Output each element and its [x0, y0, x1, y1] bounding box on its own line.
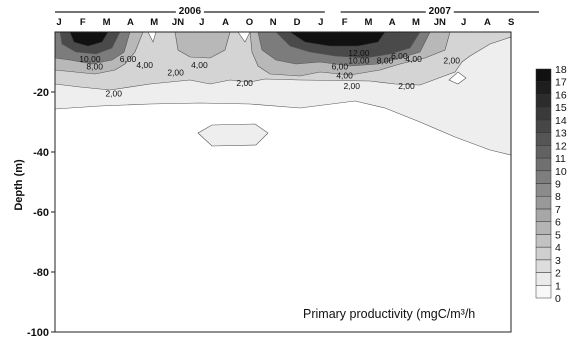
colorbar-label: 5 [555, 229, 561, 241]
contour-label: 2,00 [398, 81, 415, 91]
y-axis-label: Depth (m) [13, 159, 25, 211]
month-label: JN [434, 17, 446, 28]
contour-label: 10,00 [348, 56, 370, 66]
contour-label: 10,00 [79, 54, 101, 64]
colorbar-swatch [535, 106, 552, 121]
contour-label: 8,00 [377, 56, 394, 66]
month-label: JN [172, 17, 184, 28]
contour-label: 2,00 [343, 81, 360, 91]
contour-label: 4,00 [336, 71, 353, 81]
contour-label: 2,00 [167, 68, 184, 78]
band-4 [174, 32, 231, 59]
y-tick-label: -40 [33, 147, 49, 159]
month-label: O [246, 17, 253, 28]
contour-label: 12,00 [348, 48, 370, 58]
contour-label: 2,00 [443, 56, 460, 66]
colorbar-swatch [535, 119, 552, 133]
colorbar-label: 9 [555, 179, 561, 191]
month-label: M [150, 17, 158, 28]
colorbar-swatch [535, 68, 552, 82]
colorbar-swatch [535, 145, 552, 159]
contour-label: 8,00 [86, 62, 103, 72]
year-label: 2007 [429, 6, 452, 17]
colorbar-swatch [535, 132, 552, 146]
colorbar-swatch [535, 246, 552, 261]
colorbar-label: 3 [555, 255, 561, 267]
colorbar-label: 12 [555, 140, 567, 152]
month-label: N [270, 17, 277, 28]
y-tick-label: -60 [33, 207, 49, 219]
colorbar-swatch [535, 94, 552, 108]
colorbar-label: 4 [555, 242, 561, 254]
year-label: 2006 [179, 6, 202, 17]
month-label: A [389, 17, 396, 28]
contour-label: 4,00 [136, 60, 153, 70]
contour-fills [55, 32, 511, 156]
colorbar-label: 10 [555, 166, 567, 178]
month-label: D [294, 17, 301, 28]
x-axis: J F M A M JN J A O N D J F M A M JN J A S 2006 2007 [55, 6, 539, 28]
colorbar-label: 6 [555, 217, 561, 229]
month-label: J [199, 17, 204, 28]
contour-label: 4,00 [405, 54, 422, 64]
colorbar-label: 13 [555, 128, 567, 140]
chart-annotation: Primary productivity (mgC/m³/h [303, 307, 475, 321]
month-label: J [318, 17, 323, 28]
colorbar-swatch [535, 234, 552, 248]
month-label: S [508, 17, 514, 28]
colorbar-swatch [535, 170, 552, 184]
colorbar-label: 0 [555, 293, 561, 305]
month-label: F [342, 17, 348, 28]
contour-label: 2,00 [236, 78, 253, 88]
colorbar-swatch [535, 221, 552, 235]
month-label: A [484, 17, 491, 28]
colorbar-label: 8 [555, 191, 561, 203]
y-tick-label: -20 [33, 87, 49, 99]
contour-label: 6,00 [391, 51, 408, 61]
colorbar-swatch [535, 208, 552, 222]
band-11 [289, 32, 386, 47]
colorbar-swatch [535, 272, 552, 286]
colorbar-swatch [535, 81, 552, 95]
contour-label: 2,00 [105, 89, 122, 99]
month-label: M [364, 17, 372, 28]
band-12 [147, 32, 157, 43]
month-label: A [222, 17, 229, 28]
colorbar-swatch [535, 195, 552, 210]
month-label: J [56, 17, 61, 28]
colorbar-label: 7 [555, 204, 561, 216]
colorbar-swatch [535, 259, 552, 273]
plot-frame [54, 31, 512, 333]
patch-1 [197, 123, 269, 147]
colorbar-label: 14 [555, 115, 567, 127]
colorbar-label: 2 [555, 268, 561, 280]
y-tick-label: -80 [33, 267, 49, 279]
month-label: M [412, 17, 420, 28]
contour-label: 6,00 [332, 62, 349, 72]
colorbar-swatch [535, 157, 552, 172]
colorbar-label: 11 [555, 153, 566, 165]
colorbar-label: 17 [555, 77, 567, 89]
band-13 [237, 32, 251, 43]
contour-label: 6,00 [120, 54, 137, 64]
contour-label: 4,00 [191, 60, 208, 70]
band-10 [69, 32, 109, 47]
colorbar-swatch [535, 183, 552, 197]
y-axis: -20 -40 -60 -80 -100 [27, 87, 55, 337]
colorbar-label: 1 [555, 280, 561, 292]
patch-2 [448, 71, 467, 85]
month-label: J [461, 17, 466, 28]
colorbar-label: 16 [555, 89, 567, 101]
month-label: M [103, 17, 111, 28]
colorbar-label: 18 [555, 64, 567, 76]
contour-labels: 10,008,006,004,002,004,002,002,0012,0010… [79, 48, 460, 99]
y-tick-label: -100 [27, 327, 49, 337]
month-label: A [127, 17, 134, 28]
colorbar-label: 15 [555, 102, 567, 114]
month-label: F [80, 17, 86, 28]
colorbar-swatch [535, 285, 552, 299]
